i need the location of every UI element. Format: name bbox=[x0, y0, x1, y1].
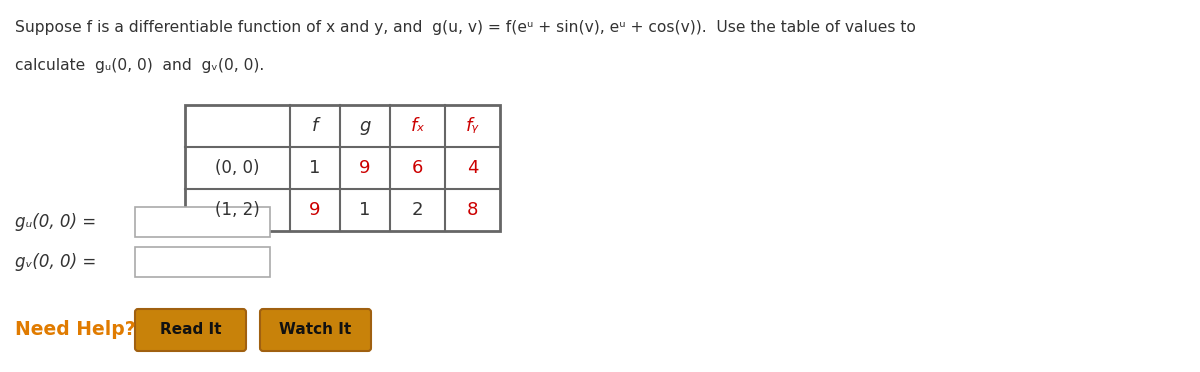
Text: 9: 9 bbox=[310, 201, 320, 219]
Text: (1, 2): (1, 2) bbox=[215, 201, 260, 219]
Text: gᵤ(0, 0) =: gᵤ(0, 0) = bbox=[14, 213, 96, 231]
Bar bbox=[185, 105, 500, 231]
Text: 1: 1 bbox=[310, 159, 320, 177]
Text: 2: 2 bbox=[412, 201, 424, 219]
Text: 8: 8 bbox=[467, 201, 478, 219]
Text: 6: 6 bbox=[412, 159, 424, 177]
Text: Read It: Read It bbox=[160, 323, 221, 337]
Text: fₓ: fₓ bbox=[410, 117, 425, 135]
Text: Need Help?: Need Help? bbox=[14, 321, 136, 340]
Text: Watch It: Watch It bbox=[280, 323, 352, 337]
Text: f: f bbox=[312, 117, 318, 135]
Text: g: g bbox=[359, 117, 371, 135]
Bar bbox=[134, 247, 270, 277]
Text: 4: 4 bbox=[467, 159, 479, 177]
Text: (0, 0): (0, 0) bbox=[215, 159, 259, 177]
Text: Suppose f is a differentiable function of x and y, and  g(u, v) = f(eᵘ + sin(v),: Suppose f is a differentiable function o… bbox=[14, 20, 916, 35]
Text: fᵧ: fᵧ bbox=[466, 117, 479, 135]
FancyBboxPatch shape bbox=[134, 309, 246, 351]
Text: calculate  gᵤ(0, 0)  and  gᵥ(0, 0).: calculate gᵤ(0, 0) and gᵥ(0, 0). bbox=[14, 58, 264, 73]
Text: 1: 1 bbox=[359, 201, 371, 219]
Bar bbox=[134, 207, 270, 237]
Text: gᵥ(0, 0) =: gᵥ(0, 0) = bbox=[14, 253, 96, 271]
FancyBboxPatch shape bbox=[260, 309, 371, 351]
Text: 9: 9 bbox=[359, 159, 371, 177]
